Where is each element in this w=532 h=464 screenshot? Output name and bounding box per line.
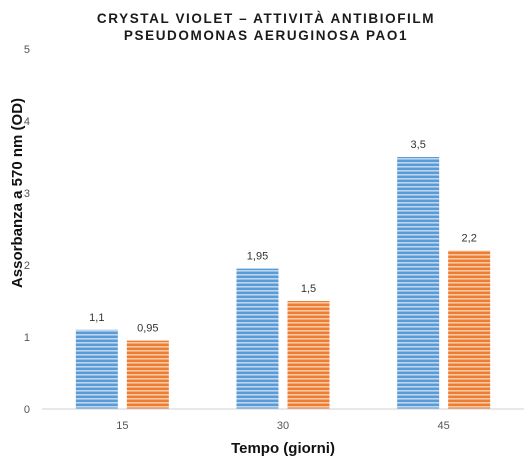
chart-title: CRYSTAL VIOLET – ATTIVITÀ ANTIBIOFILM xyxy=(97,11,435,26)
bar xyxy=(126,340,169,409)
data-label: 1,1 xyxy=(89,312,104,324)
data-label: 0,95 xyxy=(137,323,158,335)
y-tick-label: 3 xyxy=(24,188,30,200)
x-tick-label: 15 xyxy=(116,420,128,432)
y-tick-label: 2 xyxy=(24,260,30,272)
y-tick-label: 5 xyxy=(24,44,30,56)
data-label: 1,95 xyxy=(247,251,268,263)
bar xyxy=(397,157,440,409)
x-tick-label: 30 xyxy=(277,420,289,432)
bar xyxy=(448,250,491,409)
bar xyxy=(75,329,118,409)
bar xyxy=(236,268,279,409)
x-axis-title: Tempo (giorni) xyxy=(231,440,335,457)
y-tick-label: 4 xyxy=(24,116,30,128)
data-label: 1,5 xyxy=(301,283,316,295)
chart-subtitle: PSEUDOMONAS AERUGINOSA PAO1 xyxy=(124,28,408,43)
y-tick-label: 0 xyxy=(24,404,30,416)
x-tick-label: 45 xyxy=(438,420,450,432)
bar xyxy=(287,301,330,409)
data-label: 3,5 xyxy=(411,139,426,151)
data-label: 2,2 xyxy=(462,233,477,245)
y-tick-label: 1 xyxy=(24,332,30,344)
y-axis-title: Assorbanza a 570 nm (OD) xyxy=(9,98,26,288)
